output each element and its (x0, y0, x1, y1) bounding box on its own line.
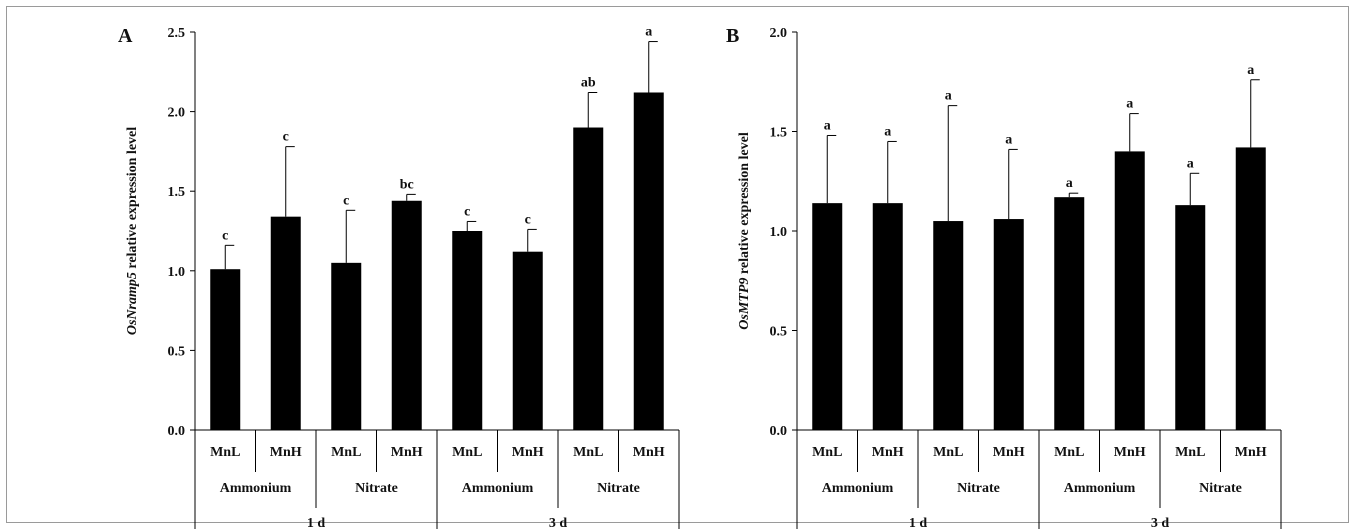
bar (270, 216, 301, 430)
x-category-label: MnL (331, 445, 361, 460)
y-tick-label: 0.5 (168, 344, 186, 359)
x-time-label: 1 d (909, 516, 928, 529)
y-tick-label: 0.0 (770, 424, 788, 439)
x-time-label: 3 d (549, 516, 568, 529)
y-tick-label: 0.0 (168, 424, 186, 439)
bar (452, 231, 483, 430)
significance-letter: a (1066, 176, 1073, 191)
y-tick-label: 2.0 (168, 106, 186, 121)
significance-letter: a (1247, 63, 1254, 78)
x-category-label: MnH (1114, 445, 1146, 460)
x-category-label: MnL (573, 445, 603, 460)
significance-letter: a (645, 25, 652, 40)
x-time-label: 1 d (307, 516, 326, 529)
significance-letter: bc (400, 177, 414, 192)
y-tick-label: 1.0 (770, 225, 788, 240)
significance-letter: a (1005, 132, 1012, 147)
x-category-label: MnL (452, 445, 482, 460)
y-tick-label: 2.0 (770, 26, 788, 41)
x-category-label: MnL (933, 445, 963, 460)
significance-letter: c (343, 193, 349, 208)
bar (1175, 205, 1206, 430)
x-category-label: MnL (812, 445, 842, 460)
significance-letter: ab (581, 75, 596, 90)
y-axis-label-text: relative expression level (125, 127, 140, 272)
y-axis-label-text: relative expression level (737, 132, 752, 277)
x-category-label: MnL (1054, 445, 1084, 460)
x-category-label: MnL (1175, 445, 1205, 460)
bar (331, 262, 362, 430)
bar (573, 127, 604, 431)
significance-letter: c (222, 228, 228, 243)
y-axis-label: OsMTP9 relative expression level (737, 132, 752, 330)
panel-label: B (726, 25, 739, 47)
x-group-label: Nitrate (355, 481, 398, 496)
x-group-label: Nitrate (1199, 481, 1242, 496)
y-tick-label: 1.5 (770, 126, 788, 141)
bar (872, 203, 903, 430)
x-group-label: Ammonium (822, 481, 894, 496)
x-category-label: MnH (872, 445, 904, 460)
bar (1235, 147, 1266, 431)
y-tick-label: 1.0 (168, 265, 186, 280)
y-axis-label-gene: OsMTP9 (737, 278, 752, 330)
x-time-label: 3 d (1151, 516, 1170, 529)
x-group-label: Nitrate (957, 481, 1000, 496)
x-category-label: MnH (993, 445, 1025, 460)
significance-letter: c (464, 204, 470, 219)
significance-letter: a (945, 89, 952, 104)
bar (210, 269, 241, 430)
panel-label: A (118, 25, 133, 47)
x-group-label: Ammonium (220, 481, 292, 496)
significance-letter: a (884, 124, 891, 139)
y-tick-label: 0.5 (770, 325, 788, 340)
bar (512, 251, 543, 430)
x-category-label: MnH (391, 445, 423, 460)
x-category-label: MnL (210, 445, 240, 460)
y-tick-label: 1.5 (168, 185, 186, 200)
significance-letter: a (1187, 156, 1194, 171)
y-axis-label-gene: OsNramp5 (125, 272, 140, 335)
bar (812, 203, 843, 430)
x-group-label: Ammonium (462, 481, 534, 496)
bar (1114, 151, 1145, 430)
x-group-label: Ammonium (1064, 481, 1136, 496)
significance-letter: a (1126, 97, 1133, 112)
bar (1054, 197, 1085, 430)
significance-letter: c (525, 212, 531, 227)
bar (933, 221, 964, 430)
x-category-label: MnH (512, 445, 544, 460)
x-category-label: MnH (1235, 445, 1267, 460)
significance-letter: c (283, 130, 289, 145)
y-tick-label: 2.5 (168, 26, 186, 41)
bar (993, 219, 1024, 430)
bar (633, 92, 664, 430)
x-category-label: MnH (633, 445, 665, 460)
x-category-label: MnH (270, 445, 302, 460)
y-axis-label: OsNramp5 relative expression level (125, 127, 140, 335)
x-group-label: Nitrate (597, 481, 640, 496)
significance-letter: a (824, 118, 831, 133)
bar (391, 200, 422, 430)
